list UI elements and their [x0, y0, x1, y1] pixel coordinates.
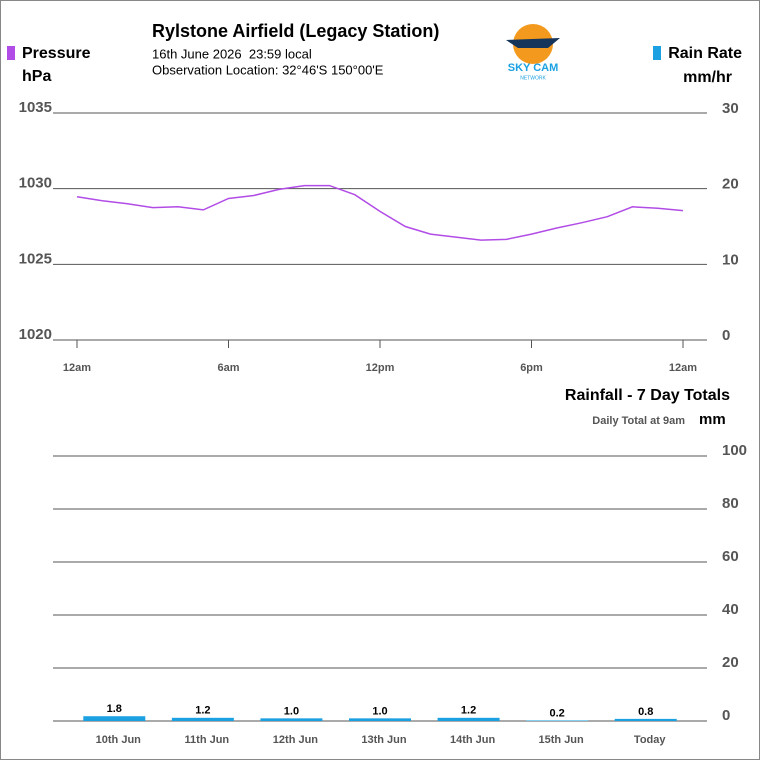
- chart-subtitle: 16th June 2026 23:59 local: [152, 46, 312, 61]
- x-tick-label: 14th Jun: [450, 734, 496, 746]
- y2-tick-label: 0: [722, 327, 730, 344]
- y2-axis-label: mm/hr: [683, 69, 732, 86]
- x-tick-label: 6am: [217, 362, 239, 374]
- y-tick-label: 20: [722, 654, 739, 671]
- y-tick-label: 1035: [19, 99, 52, 116]
- legend-swatch: [7, 46, 15, 60]
- y-axis-label: hPa: [22, 68, 51, 85]
- x-tick-label: 12am: [63, 362, 91, 374]
- x-tick-label: 15th Jun: [539, 734, 585, 746]
- y-tick-label: 80: [722, 495, 739, 512]
- bar: [171, 717, 234, 721]
- y-tick-label: 1025: [19, 250, 52, 267]
- y2-tick-label: 20: [722, 176, 739, 193]
- y2-tick-label: 10: [722, 251, 739, 268]
- bar: [526, 720, 589, 721]
- x-tick-label: Today: [634, 734, 666, 746]
- bar: [83, 716, 146, 721]
- chart-title: Rainfall - 7 Day Totals: [565, 387, 730, 404]
- bar: [614, 718, 677, 721]
- y-tick-label: 60: [722, 548, 739, 565]
- y-tick-label: 1020: [19, 326, 52, 343]
- y2-tick-label: 30: [722, 100, 739, 117]
- value-label: 1.2: [461, 705, 476, 717]
- x-tick-label: 13th Jun: [361, 734, 407, 746]
- y-tick-label: 1030: [19, 175, 52, 192]
- x-tick-label: 12th Jun: [273, 734, 319, 746]
- y-tick-label: 0: [722, 707, 730, 724]
- chart-subtitle: Observation Location: 32°46'S 150°00'E: [152, 62, 384, 77]
- value-label: 0.8: [638, 706, 653, 718]
- value-label: 1.0: [284, 705, 299, 717]
- value-label: 1.0: [372, 705, 387, 717]
- bar: [349, 718, 411, 721]
- y-axis-label: mm: [699, 411, 726, 428]
- logo-text: SKY CAM: [508, 62, 559, 74]
- logo-subtext: NETWORK: [520, 75, 546, 81]
- legend-swatch: [653, 46, 661, 60]
- x-tick-label: 12am: [669, 362, 697, 374]
- bar: [437, 717, 500, 721]
- chart-title: Rylstone Airfield (Legacy Station): [152, 21, 439, 41]
- value-label: 0.2: [549, 707, 564, 719]
- chart-subtitle: Daily Total at 9am: [592, 415, 685, 427]
- y-tick-label: 40: [722, 601, 739, 618]
- logo: SKY CAM NETWORK: [506, 24, 560, 81]
- x-tick-label: 12pm: [366, 362, 395, 374]
- legend-label: Pressure: [22, 45, 91, 62]
- series-line: [76, 184, 684, 241]
- legend-label: Rain Rate: [668, 45, 742, 62]
- x-tick-label: 6pm: [520, 362, 543, 374]
- y-tick-label: 100: [722, 442, 747, 459]
- value-label: 1.8: [107, 703, 122, 715]
- value-label: 1.2: [195, 705, 210, 717]
- x-tick-label: 10th Jun: [96, 734, 142, 746]
- x-tick-label: 11th Jun: [185, 734, 230, 746]
- bar: [260, 718, 323, 721]
- logo-plane: [506, 38, 560, 48]
